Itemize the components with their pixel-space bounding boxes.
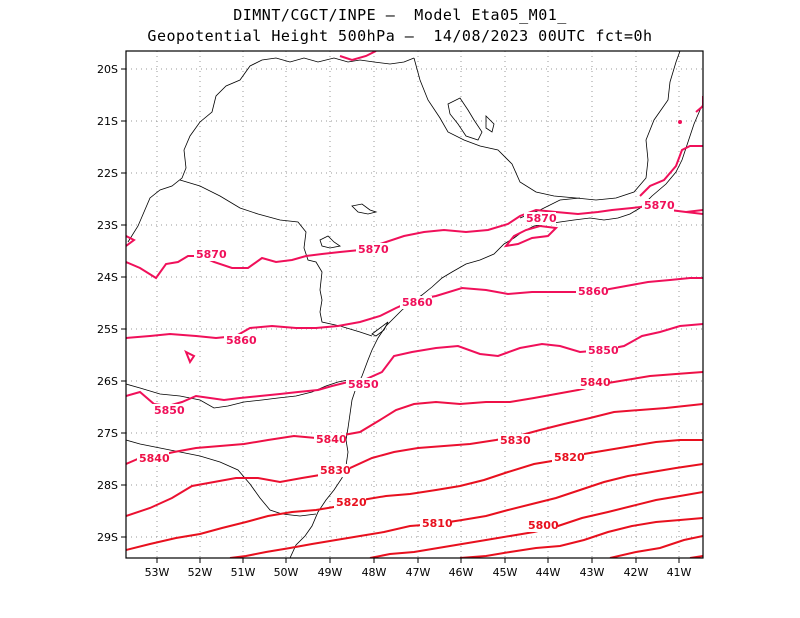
lon-label-49w: 49W [318, 566, 343, 579]
border-pr-sc [126, 379, 349, 409]
reservoir-north [447, 97, 483, 141]
lat-label-23s: 23S [97, 219, 118, 232]
contour-labels: 5870 5870 5870 5870 5860 5860 5860 5850 … [137, 199, 675, 532]
contour-5870-loop [503, 224, 559, 248]
map-title-line-1: DIMNT/CGCT/INPE — Model Eta05_M01_ [233, 6, 567, 24]
border-ms-sp [127, 57, 415, 243]
contour-5870-north [339, 51, 703, 113]
label-5860-mid: 5860 [402, 296, 433, 309]
label-5840-east: 5840 [580, 376, 611, 389]
lon-label-50w: 50W [274, 566, 299, 579]
border-sp-mg [413, 51, 681, 201]
lon-label-42w: 42W [624, 566, 649, 579]
lon-label-47w: 47W [406, 566, 431, 579]
label-5830-west: 5830 [320, 464, 351, 477]
lon-label-44w: 44W [536, 566, 561, 579]
axis-ticks [121, 68, 680, 563]
lat-label-26s: 26S [97, 375, 118, 388]
label-5870-loop: 5870 [526, 212, 557, 225]
label-5850-west: 5850 [154, 404, 185, 417]
lon-label-52w: 52W [188, 566, 213, 579]
lon-label-48w: 48W [362, 566, 387, 579]
label-5840-west: 5840 [139, 452, 170, 465]
lat-label-29s: 29S [97, 531, 118, 544]
contour-small-loop [184, 349, 196, 365]
lat-label-25s: 25S [97, 323, 118, 336]
label-5810: 5810 [422, 517, 453, 530]
label-5870-mid: 5870 [358, 243, 389, 256]
reservoir-shape [319, 235, 342, 249]
label-5830-east: 5830 [500, 434, 531, 447]
contour-5780 [609, 535, 703, 558]
label-5820-west: 5820 [336, 496, 367, 509]
reservoir-north-2 [485, 115, 495, 133]
label-5870-east: 5870 [644, 199, 675, 212]
label-5860-east: 5860 [578, 285, 609, 298]
lat-label-22s: 22S [97, 167, 118, 180]
lat-label-27s: 27S [97, 427, 118, 440]
lat-label-20s: 20S [97, 63, 118, 76]
map-title-line-2: Geopotential Height 500hPa — 14/08/2023 … [147, 27, 653, 45]
contour-5830 [126, 403, 703, 517]
lake-shape [351, 203, 378, 215]
contour-5820 [126, 439, 703, 551]
lat-label-21s: 21S [97, 115, 118, 128]
contour-5870-east [639, 145, 703, 213]
lon-label-45w: 45W [493, 566, 518, 579]
lon-label-51w: 51W [231, 566, 256, 579]
label-5800: 5800 [528, 519, 559, 532]
lat-label-28s: 28S [97, 479, 118, 492]
label-5850-east: 5850 [588, 344, 619, 357]
contour-5810 [229, 463, 703, 558]
lon-label-53w: 53W [145, 566, 170, 579]
lagoon-south [371, 321, 389, 337]
label-5820-east: 5820 [554, 451, 585, 464]
border-sp-pr [179, 179, 373, 337]
lon-label-41w: 41W [667, 566, 692, 579]
lon-labels: 53W 52W 51W 50W 49W 48W 47W 46W 45W 44W … [145, 566, 692, 579]
lat-labels: 20S 21S 22S 23S 24S 25S 26S 27S 28S 29S [97, 63, 118, 544]
lon-label-43w: 43W [580, 566, 605, 579]
contour-dot [678, 120, 682, 124]
label-5870-west: 5870 [196, 248, 227, 261]
label-5860-west: 5860 [226, 334, 257, 347]
label-5840-mid: 5840 [316, 433, 347, 446]
lat-label-24s: 24S [97, 271, 118, 284]
plot-frame [125, 50, 704, 559]
label-5850-mid: 5850 [348, 378, 379, 391]
lon-label-46w: 46W [449, 566, 474, 579]
contour-5790 [459, 517, 703, 558]
